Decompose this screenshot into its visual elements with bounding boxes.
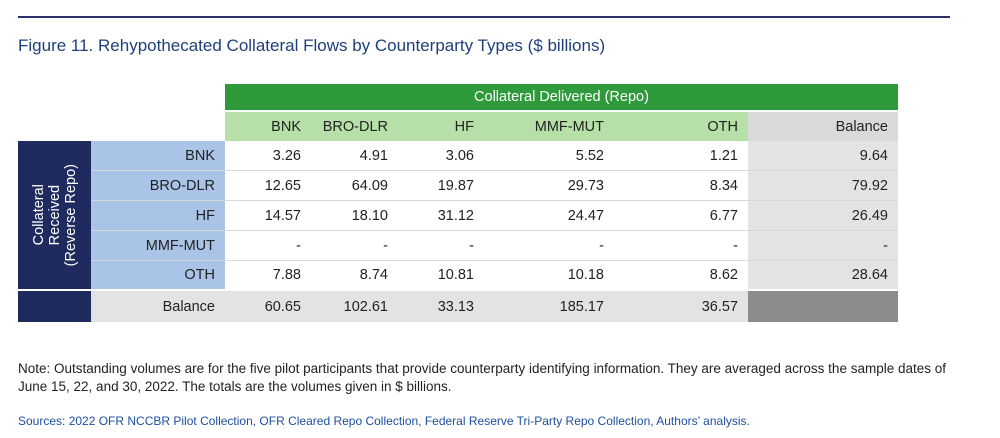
- empty-corner: [91, 112, 225, 141]
- balance-row-cell: 185.17: [484, 291, 614, 322]
- balance-row-cell: 33.13: [398, 291, 484, 322]
- table-cell: 19.87: [398, 171, 484, 201]
- table-cell: 5.52: [484, 141, 614, 171]
- table-cell: 10.18: [484, 261, 614, 291]
- table-cell: 8.62: [614, 261, 748, 291]
- table-cell: 3.06: [398, 141, 484, 171]
- balance-corner: [748, 291, 898, 322]
- table-cell: 3.26: [225, 141, 311, 171]
- collateral-delivered-header: Collateral Delivered (Repo): [225, 84, 898, 112]
- table-cell: 4.91: [311, 141, 398, 171]
- balance-cell: 28.64: [748, 261, 898, 291]
- balance-row-cell: 102.61: [311, 291, 398, 322]
- balance-cell: 9.64: [748, 141, 898, 171]
- balance-cell: 26.49: [748, 201, 898, 231]
- top-rule: [18, 16, 950, 18]
- table-cell: 12.65: [225, 171, 311, 201]
- collateral-received-header: Collateral Received (Reverse Repo): [18, 141, 91, 291]
- table-cell: 6.77: [614, 201, 748, 231]
- table-cell: -: [614, 231, 748, 261]
- balance-row-cell: 36.57: [614, 291, 748, 322]
- table-cell: 8.74: [311, 261, 398, 291]
- balance-cell: -: [748, 231, 898, 261]
- row-header-bnk: BNK: [91, 141, 225, 171]
- table-cell: -: [398, 231, 484, 261]
- table-cell: 18.10: [311, 201, 398, 231]
- column-header-mmf-mut: MMF-MUT: [484, 112, 614, 141]
- empty-corner: [91, 84, 225, 112]
- column-header-hf: HF: [398, 112, 484, 141]
- empty-corner: [18, 84, 91, 112]
- row-header-mmf-mut: MMF-MUT: [91, 231, 225, 261]
- table-cell: -: [484, 231, 614, 261]
- row-header-balance: Balance: [91, 291, 225, 322]
- table-cell: 64.09: [311, 171, 398, 201]
- column-header-bro-dlr: BRO-DLR: [311, 112, 398, 141]
- row-header-oth: OTH: [91, 261, 225, 291]
- collateral-flow-table: Collateral Delivered (Repo) BNK BRO-DLR …: [18, 84, 898, 322]
- table-cell: 10.81: [398, 261, 484, 291]
- table-cell: 14.57: [225, 201, 311, 231]
- table-cell: 29.73: [484, 171, 614, 201]
- table-cell: 24.47: [484, 201, 614, 231]
- column-header-bnk: BNK: [225, 112, 311, 141]
- table-cell: -: [225, 231, 311, 261]
- table-cell: -: [311, 231, 398, 261]
- balance-row-side: [18, 291, 91, 322]
- side-label-line-1: Collateral: [30, 184, 47, 246]
- row-header-hf: HF: [91, 201, 225, 231]
- table-cell: 1.21: [614, 141, 748, 171]
- figure-title: Figure 11. Rehypothecated Collateral Flo…: [18, 36, 606, 55]
- column-header-balance: Balance: [748, 112, 898, 141]
- side-label-line-3: (Reverse Repo): [62, 163, 79, 267]
- table-cell: 7.88: [225, 261, 311, 291]
- side-label-line-2: Received: [46, 184, 63, 246]
- table-note: Note: Outstanding volumes are for the fi…: [18, 361, 947, 394]
- row-header-bro-dlr: BRO-DLR: [91, 171, 225, 201]
- table-cell: 8.34: [614, 171, 748, 201]
- balance-row-cell: 60.65: [225, 291, 311, 322]
- balance-cell: 79.92: [748, 171, 898, 201]
- empty-corner: [18, 112, 91, 141]
- table-cell: 31.12: [398, 201, 484, 231]
- sources-line: Sources: 2022 OFR NCCBR Pilot Collection…: [18, 414, 750, 428]
- column-header-oth: OTH: [614, 112, 748, 141]
